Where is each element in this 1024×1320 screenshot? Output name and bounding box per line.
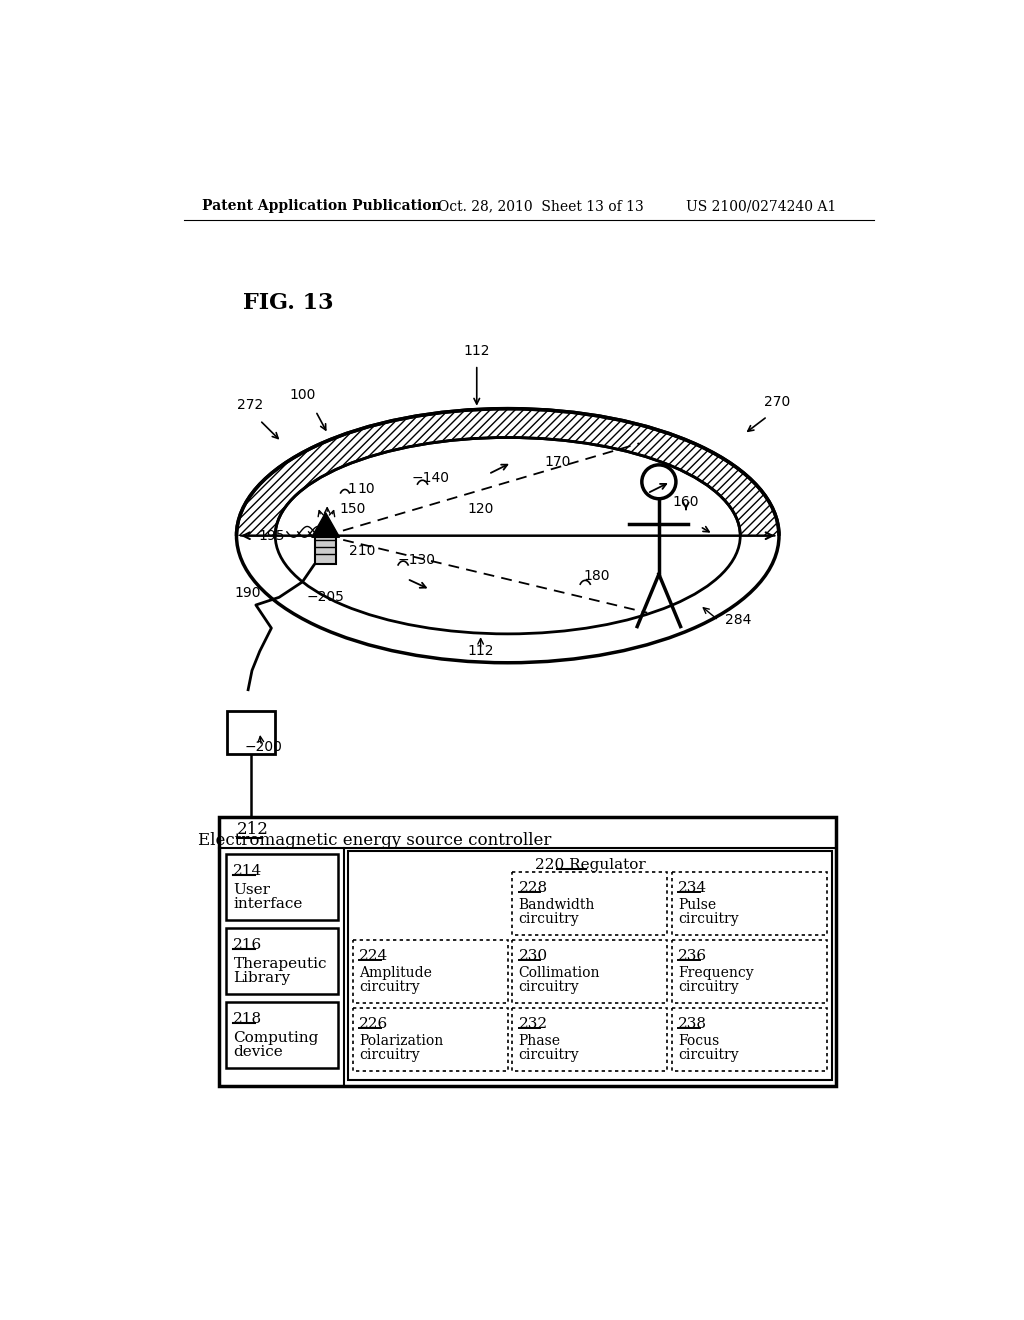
Text: 226: 226 [359,1016,388,1031]
Text: Pulse: Pulse [678,899,717,912]
Bar [227,711,275,754]
Text: 160: 160 [673,495,699,510]
Text: 210: 210 [349,544,375,558]
Bar [672,1007,827,1071]
Text: FIG. 13: FIG. 13 [243,292,333,314]
Text: 238: 238 [678,1016,708,1031]
Text: −140: −140 [412,471,450,484]
Text: 284: 284 [725,614,752,627]
Text: Bandwidth: Bandwidth [518,899,595,912]
Text: Computing: Computing [233,1031,318,1045]
Text: 232: 232 [518,1016,548,1031]
Text: Electromagnetic energy source controller: Electromagnetic energy source controller [198,832,551,849]
Ellipse shape [237,409,779,663]
Ellipse shape [275,437,740,634]
Text: Amplitude: Amplitude [359,966,432,981]
Text: User: User [233,883,270,898]
Bar [672,940,827,1003]
Text: 220 Regulator: 220 Regulator [535,858,645,873]
Text: US 2100/0274240 A1: US 2100/0274240 A1 [686,199,837,213]
Text: 112: 112 [464,343,490,358]
Text: circuitry: circuitry [678,1048,739,1061]
Text: 190: 190 [234,586,261,601]
Text: 216: 216 [233,939,262,953]
Text: circuitry: circuitry [518,1048,580,1061]
Text: 230: 230 [518,949,548,964]
Text: 234: 234 [678,882,708,895]
Bar [352,1007,508,1071]
Bar [228,536,786,678]
Bar [225,1002,338,1068]
Text: Therapeutic: Therapeutic [233,957,327,972]
Bar [225,854,338,920]
Text: 150: 150 [340,502,366,516]
Text: circuitry: circuitry [518,912,580,927]
Text: device: device [233,1044,284,1059]
Bar [672,873,827,936]
Bar [512,873,668,936]
Text: 228: 228 [518,882,548,895]
Text: 236: 236 [678,949,708,964]
Text: 270: 270 [764,396,791,409]
Bar [225,928,338,994]
Text: 120: 120 [467,502,494,516]
Text: 214: 214 [233,865,262,879]
Text: circuitry: circuitry [359,979,420,994]
Text: 112: 112 [467,644,494,659]
Text: −130: −130 [397,553,435,568]
Text: 272: 272 [237,397,263,412]
Bar [512,940,668,1003]
Polygon shape [311,512,340,537]
Text: Library: Library [233,970,291,985]
Ellipse shape [232,405,783,667]
Text: Phase: Phase [518,1034,560,1048]
Text: Polarization: Polarization [359,1034,443,1048]
Text: interface: interface [233,896,303,911]
Bar [352,940,508,1003]
Text: circuitry: circuitry [678,979,739,994]
Bar [219,817,836,1086]
Bar [512,1007,668,1071]
Text: Oct. 28, 2010  Sheet 13 of 13: Oct. 28, 2010 Sheet 13 of 13 [438,199,644,213]
Text: 224: 224 [359,949,388,964]
Text: 170: 170 [545,455,571,470]
Text: 180: 180 [584,569,610,583]
Text: 212: 212 [237,821,268,838]
Text: circuitry: circuitry [359,1048,420,1061]
Text: 1: 1 [347,482,356,496]
Text: Focus: Focus [678,1034,720,1048]
Text: Collimation: Collimation [518,966,600,981]
Text: Patent Application Publication: Patent Application Publication [202,199,441,213]
Text: 218: 218 [233,1012,262,1027]
Text: 100: 100 [289,388,315,401]
Bar [348,850,831,1080]
Text: 10: 10 [357,482,375,496]
Text: Frequency: Frequency [678,966,754,981]
Text: 195: 195 [258,529,285,543]
Text: −200: −200 [245,741,283,754]
Bar [314,537,337,564]
Text: circuitry: circuitry [678,912,739,927]
Text: −205: −205 [306,590,344,605]
Text: circuitry: circuitry [518,979,580,994]
